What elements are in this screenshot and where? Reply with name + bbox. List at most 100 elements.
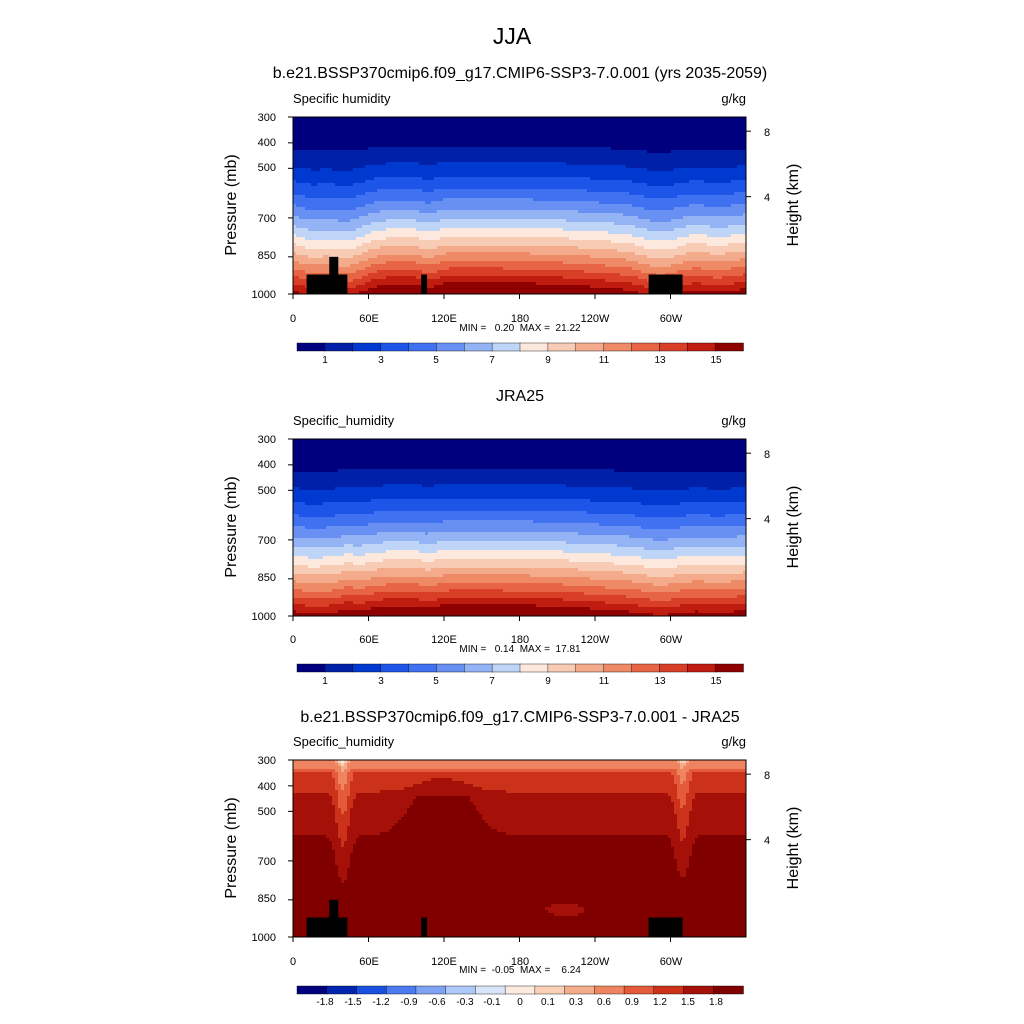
field-cell	[662, 189, 666, 193]
field-cell	[293, 177, 297, 181]
field-cell	[704, 162, 708, 166]
field-cell	[524, 156, 528, 160]
field-cell	[626, 204, 630, 208]
field-cell	[719, 195, 723, 199]
field-cell	[533, 189, 537, 193]
field-cell	[656, 138, 660, 142]
field-cell	[713, 198, 717, 202]
field-cell	[716, 165, 720, 169]
field-cell	[518, 165, 522, 169]
field-cell	[485, 189, 489, 193]
field-cell	[647, 165, 651, 169]
field-cell	[677, 171, 681, 175]
field-cell	[635, 204, 639, 208]
field-cell	[437, 150, 441, 154]
field-cell	[560, 141, 564, 145]
field-cell	[380, 141, 384, 145]
field-cell	[440, 165, 444, 169]
field-cell	[371, 177, 375, 181]
field-cell	[725, 132, 729, 136]
field-cell	[578, 126, 582, 130]
field-cell	[650, 180, 654, 184]
field-cell	[302, 177, 306, 181]
field-cell	[470, 129, 474, 133]
field-cell	[425, 156, 429, 160]
field-cell	[422, 153, 426, 157]
field-cell	[602, 138, 606, 142]
field-cell	[638, 171, 642, 175]
field-cell	[344, 159, 348, 163]
field-cell	[512, 204, 516, 208]
field-cell	[728, 156, 732, 160]
field-cell	[353, 198, 357, 202]
field-cell	[554, 144, 558, 148]
field-cell	[296, 201, 300, 205]
field-cell	[713, 141, 717, 145]
field-cell	[311, 129, 315, 133]
field-cell	[698, 162, 702, 166]
field-cell	[734, 129, 738, 133]
field-cell	[587, 192, 591, 196]
field-cell	[389, 180, 393, 184]
field-cell	[362, 132, 366, 136]
field-cell	[554, 132, 558, 136]
field-cell	[392, 117, 396, 121]
field-cell	[341, 159, 345, 163]
field-cell	[656, 207, 660, 211]
field-cell	[443, 174, 447, 178]
field-cell	[296, 123, 300, 127]
field-cell	[569, 195, 573, 199]
field-cell	[518, 171, 522, 175]
field-cell	[626, 141, 630, 145]
field-cell	[611, 162, 615, 166]
field-cell	[455, 123, 459, 127]
field-cell	[482, 210, 486, 214]
field-cell	[356, 180, 360, 184]
field-cell	[686, 198, 690, 202]
field-cell	[710, 135, 714, 139]
field-cell	[485, 195, 489, 199]
field-cell	[692, 129, 696, 133]
field-cell	[554, 204, 558, 208]
field-cell	[449, 186, 453, 190]
field-cell	[302, 183, 306, 187]
field-cell	[305, 183, 309, 187]
field-cell	[317, 162, 321, 166]
field-cell	[662, 159, 666, 163]
field-cell	[452, 174, 456, 178]
field-cell	[596, 177, 600, 181]
field-cell	[395, 135, 399, 139]
field-cell	[362, 159, 366, 163]
field-cell	[533, 207, 537, 211]
field-cell	[356, 117, 360, 121]
field-cell	[512, 195, 516, 199]
field-cell	[428, 174, 432, 178]
field-cell	[512, 201, 516, 205]
field-cell	[320, 126, 324, 130]
field-cell	[437, 162, 441, 166]
field-cell	[554, 168, 558, 172]
field-cell	[509, 117, 513, 121]
field-cell	[494, 180, 498, 184]
field-cell	[614, 141, 618, 145]
field-cell	[479, 192, 483, 196]
field-cell	[596, 153, 600, 157]
field-cell	[584, 171, 588, 175]
field-cell	[509, 177, 513, 181]
field-cell	[455, 189, 459, 193]
field-cell	[674, 141, 678, 145]
field-cell	[524, 192, 528, 196]
field-cell	[590, 168, 594, 172]
field-cell	[389, 201, 393, 205]
field-cell	[401, 150, 405, 154]
field-cell	[500, 171, 504, 175]
field-cell	[608, 168, 612, 172]
field-cell	[455, 144, 459, 148]
field-cell	[683, 210, 687, 214]
field-cell	[401, 165, 405, 169]
field-cell	[512, 147, 516, 151]
field-cell	[650, 195, 654, 199]
field-cell	[371, 201, 375, 205]
field-cell	[644, 144, 648, 148]
field-cell	[587, 177, 591, 181]
